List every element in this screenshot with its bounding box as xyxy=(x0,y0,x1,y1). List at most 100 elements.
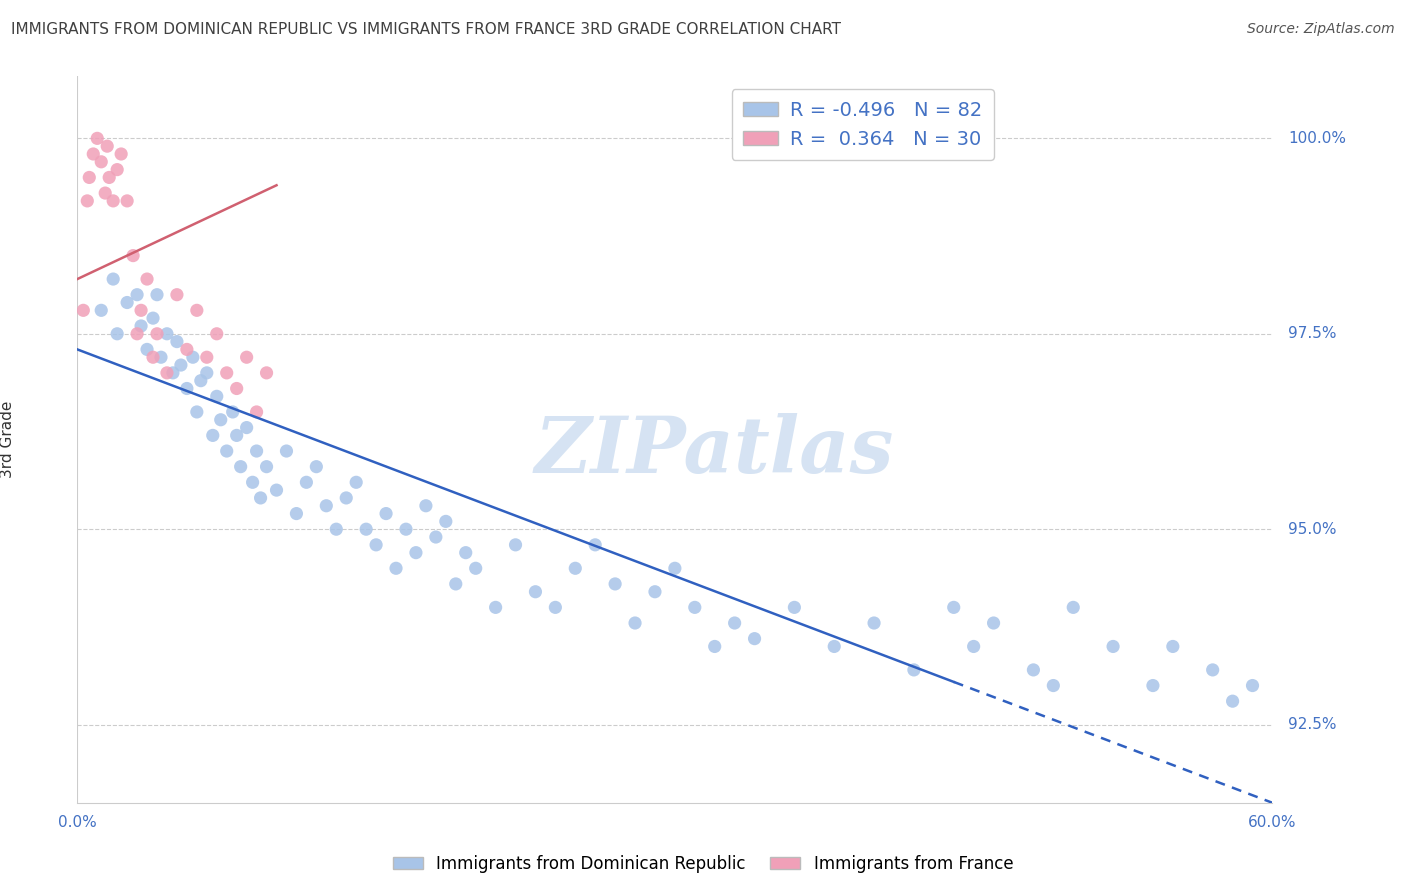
Point xyxy=(246,444,269,458)
Text: ZIPatlas: ZIPatlas xyxy=(536,413,894,490)
Point xyxy=(105,162,128,177)
Point xyxy=(94,186,117,200)
Point xyxy=(215,444,238,458)
Point xyxy=(744,632,766,646)
Point xyxy=(201,428,224,442)
Point xyxy=(98,170,121,185)
Point xyxy=(129,318,152,333)
Point xyxy=(983,615,1005,630)
Point xyxy=(464,561,486,575)
Point xyxy=(285,507,308,521)
Text: 0.0%: 0.0% xyxy=(58,814,97,830)
Point xyxy=(1161,640,1184,654)
Point xyxy=(544,600,567,615)
Point xyxy=(375,507,398,521)
Point xyxy=(142,311,165,326)
Point xyxy=(209,413,232,427)
Point xyxy=(783,600,806,615)
Point xyxy=(190,374,212,388)
Point xyxy=(1202,663,1225,677)
Text: 60.0%: 60.0% xyxy=(1249,814,1296,830)
Point xyxy=(82,147,104,161)
Point xyxy=(170,358,193,372)
Text: 3rd Grade: 3rd Grade xyxy=(0,401,15,478)
Point xyxy=(644,584,666,599)
Point xyxy=(344,475,367,490)
Text: IMMIGRANTS FROM DOMINICAN REPUBLIC VS IMMIGRANTS FROM FRANCE 3RD GRADE CORRELATI: IMMIGRANTS FROM DOMINICAN REPUBLIC VS IM… xyxy=(11,22,841,37)
Point xyxy=(186,303,208,318)
Point xyxy=(142,350,165,364)
Point xyxy=(235,350,257,364)
Point xyxy=(146,287,169,301)
Point xyxy=(249,491,271,505)
Point xyxy=(385,561,408,575)
Point xyxy=(156,326,179,341)
Point xyxy=(564,561,586,575)
Point xyxy=(235,420,257,434)
Point xyxy=(86,131,108,145)
Point xyxy=(150,350,173,364)
Point xyxy=(1042,679,1064,693)
Point xyxy=(225,382,247,396)
Point xyxy=(1142,679,1164,693)
Point xyxy=(624,615,647,630)
Point xyxy=(524,584,547,599)
Text: 100.0%: 100.0% xyxy=(1288,131,1347,146)
Point xyxy=(605,577,627,591)
Point xyxy=(181,350,204,364)
Point xyxy=(664,561,686,575)
Point xyxy=(444,577,467,591)
Point xyxy=(395,522,418,536)
Point xyxy=(276,444,298,458)
Legend: R = -0.496   N = 82, R =  0.364   N = 30: R = -0.496 N = 82, R = 0.364 N = 30 xyxy=(731,89,994,161)
Point xyxy=(315,499,337,513)
Point xyxy=(90,154,112,169)
Point xyxy=(127,326,149,341)
Point xyxy=(205,326,228,341)
Point xyxy=(195,350,218,364)
Point xyxy=(863,615,886,630)
Point xyxy=(225,428,247,442)
Point xyxy=(505,538,527,552)
Point xyxy=(166,287,188,301)
Point xyxy=(162,366,184,380)
Point xyxy=(963,640,986,654)
Text: Source: ZipAtlas.com: Source: ZipAtlas.com xyxy=(1247,22,1395,37)
Point xyxy=(229,459,252,474)
Point xyxy=(110,147,132,161)
Point xyxy=(305,459,328,474)
Point xyxy=(434,515,457,529)
Point xyxy=(295,475,318,490)
Point xyxy=(335,491,357,505)
Point xyxy=(1102,640,1125,654)
Text: 92.5%: 92.5% xyxy=(1288,717,1337,732)
Point xyxy=(942,600,965,615)
Point xyxy=(103,194,124,208)
Point xyxy=(115,295,138,310)
Point xyxy=(166,334,188,349)
Point xyxy=(1241,679,1264,693)
Point xyxy=(129,303,152,318)
Point xyxy=(176,343,198,357)
Point xyxy=(583,538,606,552)
Point xyxy=(96,139,118,153)
Point xyxy=(76,194,98,208)
Point xyxy=(242,475,264,490)
Point xyxy=(683,600,706,615)
Point xyxy=(127,287,149,301)
Point xyxy=(186,405,208,419)
Point xyxy=(136,343,159,357)
Point xyxy=(195,366,218,380)
Point xyxy=(256,459,278,474)
Point xyxy=(246,405,269,419)
Point xyxy=(105,326,128,341)
Point xyxy=(823,640,845,654)
Point xyxy=(1222,694,1244,708)
Point xyxy=(205,389,228,403)
Point xyxy=(325,522,347,536)
Point xyxy=(122,249,145,263)
Point xyxy=(146,326,169,341)
Point xyxy=(176,382,198,396)
Point xyxy=(90,303,112,318)
Point xyxy=(1062,600,1084,615)
